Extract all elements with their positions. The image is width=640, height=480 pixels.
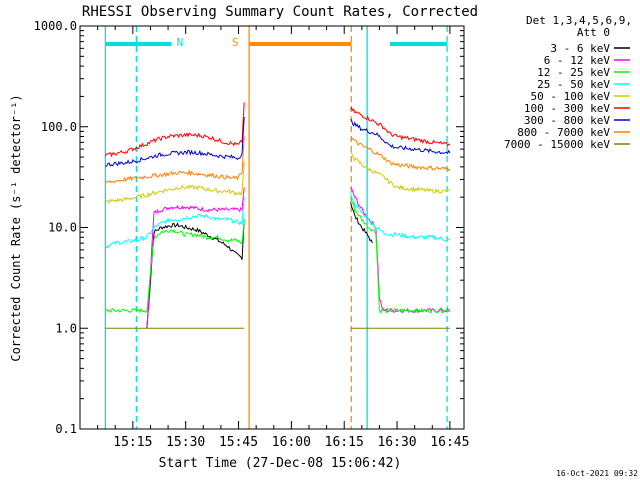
legend-label: 25 - 50 keV <box>537 78 610 91</box>
legend-label: 3 - 6 keV <box>550 42 610 55</box>
annotation-label: S <box>232 36 239 49</box>
series-line <box>105 161 245 204</box>
legend-label: 800 - 7000 keV <box>517 126 610 139</box>
y-tick-label: 10.0 <box>48 221 77 235</box>
x-tick-label: 16:30 <box>377 435 416 450</box>
series-line <box>350 191 451 242</box>
series-line <box>350 150 451 194</box>
legend-label: 300 - 800 keV <box>524 114 610 127</box>
date-stamp: 16-Oct-2021 09:32 <box>556 469 638 478</box>
x-tick-label: 16:00 <box>272 435 311 450</box>
y-tick-label: 100.0 <box>41 120 77 134</box>
legend-label: 50 - 100 keV <box>531 90 611 103</box>
series-line <box>350 187 451 314</box>
series-line <box>105 197 245 249</box>
chart-title: RHESSI Observing Summary Count Rates, Co… <box>82 4 478 20</box>
series-line <box>146 187 245 327</box>
series-line <box>146 219 245 329</box>
series-line <box>105 136 245 184</box>
y-tick-label: 1.0 <box>55 321 77 335</box>
series-line <box>350 136 451 172</box>
series-line <box>105 116 245 167</box>
legend-header-line1: Det 1,3,4,5,6,9, <box>526 14 632 27</box>
x-tick-label: 16:45 <box>430 435 469 450</box>
y-tick-label: 1000.0 <box>34 19 77 33</box>
series-line <box>350 118 451 155</box>
plot-area: 0.1 1.0 10.0 100.0 1000.0 15:15 15:30 15:45 16:0… <box>34 19 470 450</box>
x-axis-label: Start Time (27-Dec-08 15:06:42) <box>159 456 402 471</box>
y-tick-label: 0.1 <box>55 422 77 436</box>
x-tick-label: 15:30 <box>166 435 205 450</box>
series-line <box>350 202 373 244</box>
legend-label: 100 - 300 keV <box>524 102 610 115</box>
series-line <box>105 219 245 314</box>
y-axis-label: Corrected Count Rate (s⁻¹ detector⁻¹) <box>9 94 23 361</box>
legend-label: 6 - 12 keV <box>544 54 611 67</box>
annotation-label: N <box>177 36 184 49</box>
plot-frame <box>79 25 465 430</box>
legend-label: 7000 - 15000 keV <box>504 138 610 151</box>
series-line <box>350 196 451 314</box>
series-line <box>104 102 245 158</box>
x-tick-label: 15:15 <box>113 435 152 450</box>
series-line <box>350 106 451 147</box>
legend-label: 12 - 25 keV <box>537 66 610 79</box>
x-tick-label: 16:15 <box>325 435 364 450</box>
legend-header-line2: Att 0 <box>577 26 610 39</box>
x-tick-label: 15:45 <box>219 435 258 450</box>
